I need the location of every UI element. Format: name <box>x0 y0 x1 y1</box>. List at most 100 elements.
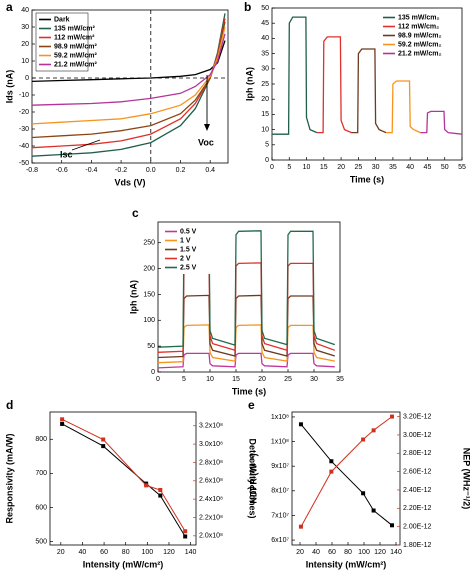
y-tick-label: 6x10⁷ <box>271 537 289 544</box>
point <box>371 428 376 433</box>
legend-label: 2 V <box>180 255 191 262</box>
y-tick-label: 25 <box>261 81 269 88</box>
y-axis-label: Ids (nA) <box>4 70 14 104</box>
x-tick-label: 60 <box>328 549 336 556</box>
y2-tick-label: 2.4x10⁸ <box>199 496 223 503</box>
y-tick-label: 0 <box>25 75 29 82</box>
y2-axis-label: Detectivity (Jones) <box>248 438 258 518</box>
y-tick-label: -10 <box>19 92 29 99</box>
point <box>101 437 106 442</box>
x-tick-label: 5 <box>182 376 186 383</box>
x-tick-label: 0 <box>156 376 160 383</box>
x-tick-label: 120 <box>163 549 175 556</box>
x-tick-label: 35 <box>389 164 397 171</box>
y2-tick-label: 2.20E-12 <box>403 505 432 512</box>
y-tick-label: 20 <box>21 41 29 48</box>
y2-tick-label: 2.6x10⁸ <box>199 478 223 485</box>
x-tick-label: 15 <box>320 164 328 171</box>
y-tick-label: 1x10⁸ <box>271 438 289 445</box>
series-line <box>386 80 421 134</box>
y-tick-label: 600 <box>35 504 47 511</box>
x-tick-label: 140 <box>390 549 402 556</box>
x-tick-label: -0.4 <box>85 167 97 174</box>
panel-label: a <box>6 0 13 14</box>
x-axis-label: Time (s) <box>350 174 384 184</box>
y-tick-label: 40 <box>261 35 269 42</box>
series-line <box>157 352 335 369</box>
y-tick-label: 50 <box>261 5 269 12</box>
x-tick-label: 0.0 <box>146 167 156 174</box>
y2-tick-label: 2.8x10⁸ <box>199 459 223 466</box>
y-tick-label: 45 <box>261 20 269 27</box>
plot-frame <box>291 411 401 546</box>
legend-label: 59.2 mW/cm₂ <box>398 41 442 48</box>
x-tick-label: 30 <box>310 376 318 383</box>
x-tick-label: 120 <box>374 549 386 556</box>
panel-label: c <box>132 206 139 220</box>
y-tick-label: 30 <box>261 66 269 73</box>
y2-tick-label: 2.40E-12 <box>403 487 432 494</box>
x-tick-label: -0.6 <box>56 167 68 174</box>
panel-label: b <box>244 0 251 14</box>
legend-label: 112 mW/cm² <box>54 34 95 41</box>
x-tick-label: 30 <box>372 164 380 171</box>
series-line <box>300 423 393 526</box>
legend-label: 135 mW/cm² <box>54 25 96 32</box>
legend-label: 1.5 V <box>180 246 197 253</box>
y2-tick-label: 2.60E-12 <box>403 468 432 475</box>
x-tick-label: -0.2 <box>115 167 127 174</box>
y2-tick-label: 3.20E-12 <box>403 413 432 420</box>
y-tick-label: 100 <box>143 317 155 324</box>
series-line <box>272 16 318 135</box>
point <box>329 469 334 474</box>
y-tick-label: 30 <box>21 24 29 31</box>
x-tick-label: 25 <box>284 376 292 383</box>
x-tick-label: 20 <box>337 164 345 171</box>
x-tick-label: 20 <box>57 549 65 556</box>
series-line <box>420 110 463 135</box>
series-line <box>316 36 352 134</box>
y2-tick-label: 2.2x10⁸ <box>199 514 223 521</box>
plot-frame <box>49 411 197 546</box>
series-line <box>300 416 393 527</box>
x-tick-label: 5 <box>287 164 291 171</box>
y2-tick-label: 3.2x10⁸ <box>199 423 223 430</box>
x-tick-label: 45 <box>424 164 432 171</box>
y-tick-label: 700 <box>35 470 47 477</box>
y-tick-label: 40 <box>21 7 29 14</box>
point <box>60 417 65 422</box>
y-tick-label: 150 <box>143 291 155 298</box>
series-line <box>157 324 335 364</box>
legend-label: 135 mW/cm₂ <box>398 14 440 21</box>
point <box>361 491 366 496</box>
y-tick-label: 35 <box>261 50 269 57</box>
y-tick-label: 800 <box>35 436 47 443</box>
y-tick-label: 10 <box>21 58 29 65</box>
point <box>298 422 303 427</box>
legend-label: 112 mW/cm₂ <box>398 23 439 30</box>
legend-label: 21.2 mW/cm₂ <box>398 50 442 57</box>
y2-tick-label: 2.0x10⁸ <box>199 533 223 540</box>
legend-label: 0.5 V <box>180 228 197 235</box>
panel-label: d <box>6 398 13 412</box>
point <box>298 524 303 529</box>
series-line <box>61 418 186 532</box>
x-tick-label: 15 <box>232 376 240 383</box>
plot-frame <box>31 9 229 164</box>
y-tick-label: 200 <box>143 265 155 272</box>
x-tick-label: 40 <box>312 549 320 556</box>
y-tick-label: 500 <box>35 538 47 545</box>
voc-arrowhead <box>204 124 210 131</box>
point <box>158 493 163 498</box>
point <box>183 534 188 539</box>
series-line <box>61 423 186 537</box>
y2-tick-label: 2.80E-12 <box>403 450 432 457</box>
x-tick-label: 50 <box>441 164 449 171</box>
series-line <box>157 294 335 359</box>
y-tick-label: 15 <box>261 111 269 118</box>
y-tick-label: 0 <box>151 369 155 376</box>
y-tick-label: 10 <box>261 126 269 133</box>
x-axis-label: Time (s) <box>232 386 266 396</box>
y-tick-label: 0 <box>265 157 269 164</box>
x-tick-label: 0.4 <box>205 167 215 174</box>
